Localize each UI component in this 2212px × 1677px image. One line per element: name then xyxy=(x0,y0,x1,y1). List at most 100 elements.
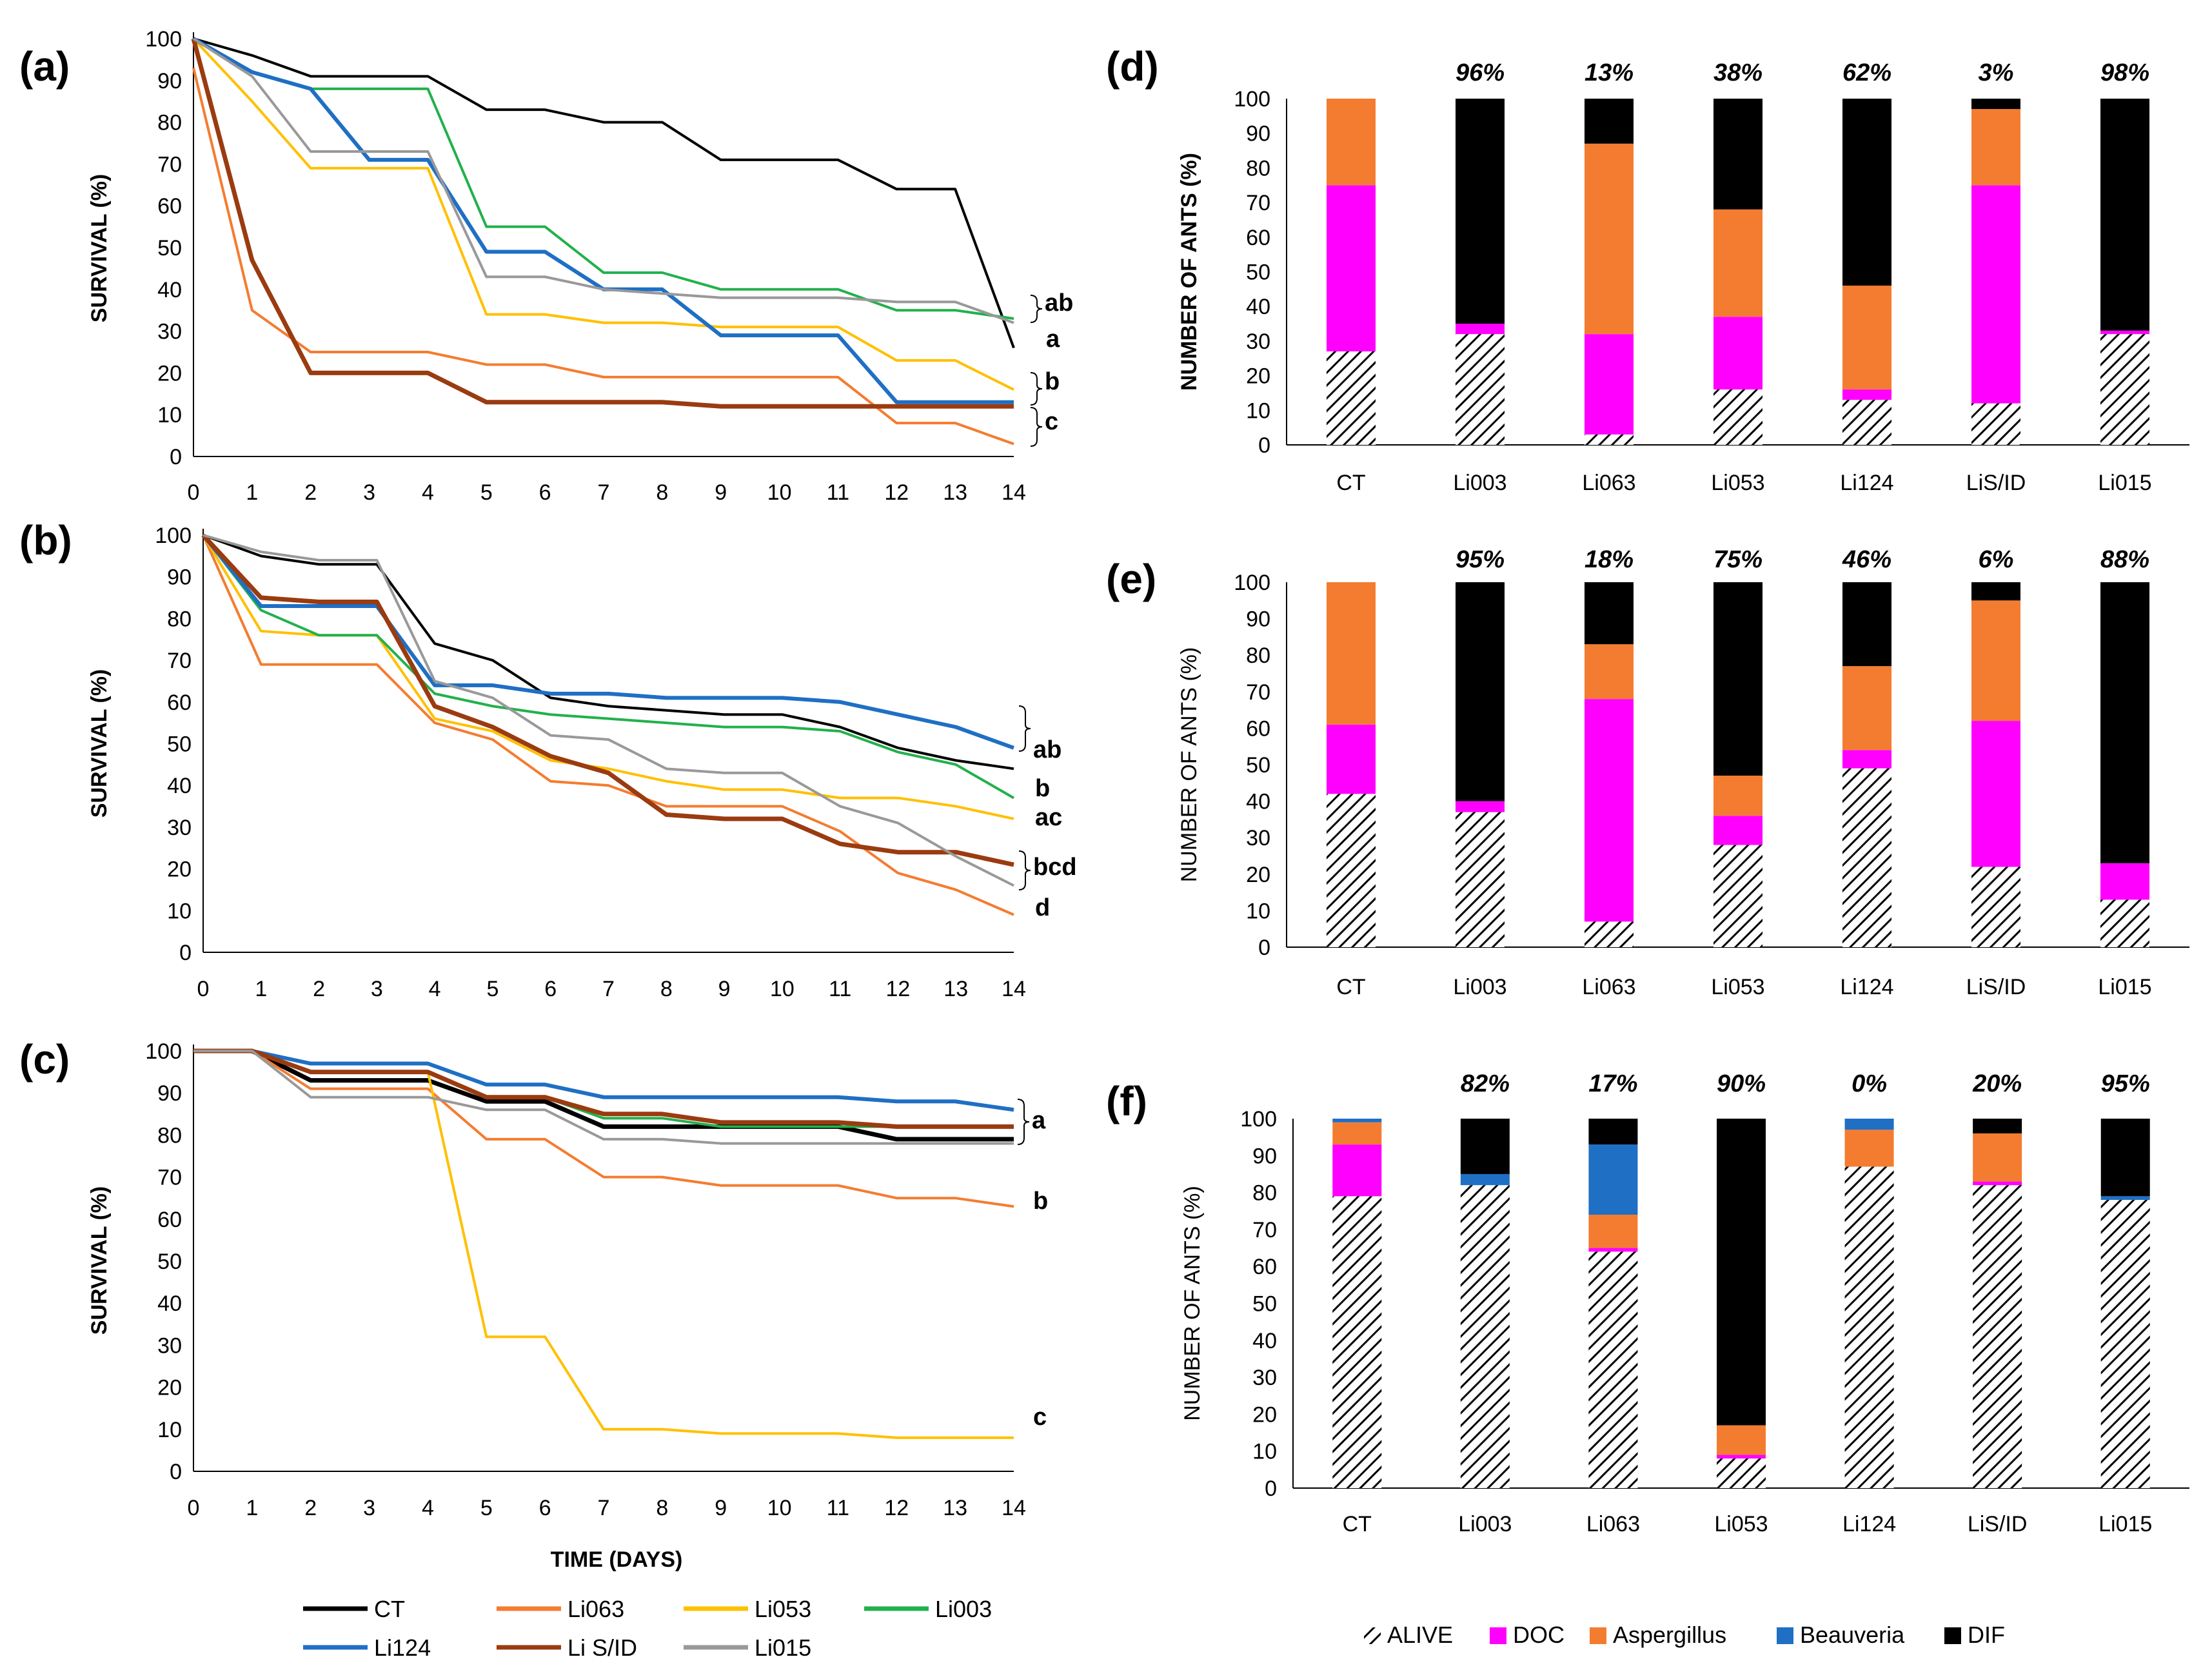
bar-top-percent: 6% xyxy=(1979,546,2014,573)
bar-chart-0: (d) 0 10 20 30 40 50 60 70 80 90 100 NUMBER OF ANTS … xyxy=(1106,43,2189,495)
y-tick-label: 70 xyxy=(1252,1218,1277,1242)
y-tick-label: 100 xyxy=(1240,1107,1277,1132)
bar-segment-aspergillus xyxy=(1971,109,2020,186)
bar-segment-alive xyxy=(1327,794,1376,947)
legend-line-label: Li124 xyxy=(374,1634,431,1661)
bar-segment-doc xyxy=(1971,721,2020,867)
bar-segment-alive xyxy=(2100,899,2149,947)
y-tick-label: 20 xyxy=(157,1376,182,1400)
significance-letter: b xyxy=(1035,775,1050,802)
bar-top-percent: 13% xyxy=(1585,59,1634,86)
bar-segment-beauveria xyxy=(1844,1119,1894,1130)
bar-segment-alive xyxy=(2100,334,2149,445)
significance-letter: ab xyxy=(1033,736,1062,763)
x-tick-label: 7 xyxy=(598,1496,610,1520)
category-label: Li003 xyxy=(1458,1512,1512,1536)
significance-letter: bcd xyxy=(1033,854,1077,881)
bar-top-percent: 88% xyxy=(2100,546,2149,573)
category-label: Li124 xyxy=(1842,1512,1896,1536)
significance-letter: a xyxy=(1032,1107,1046,1134)
y-tick-label: 90 xyxy=(157,69,182,93)
bar-segment-doc xyxy=(1456,801,1505,812)
x-tick-label: 1 xyxy=(246,480,258,505)
bar-segment-aspergillus xyxy=(1332,1122,1382,1145)
series-line-lisid xyxy=(201,533,1014,867)
y-tick-label: 20 xyxy=(167,858,192,882)
y-tick-label: 10 xyxy=(157,403,182,427)
x-tick-label: 3 xyxy=(363,480,375,505)
bar-segment-aspergillus xyxy=(1327,582,1376,725)
bar-top-percent: 96% xyxy=(1456,59,1505,86)
category-label: CT xyxy=(1336,975,1365,999)
x-tick-label: 12 xyxy=(884,1496,909,1520)
bar-segment-alive xyxy=(1456,812,1505,947)
y-tick-label: 100 xyxy=(145,1039,182,1064)
series-line-li003 xyxy=(193,37,1014,320)
x-tick-label: 14 xyxy=(1002,480,1026,505)
bar-legend: ALIVE DOC Aspergillus Beauveria DIF xyxy=(1364,1622,2005,1648)
x-tick-label: 13 xyxy=(943,1496,967,1520)
bar-segment-dif xyxy=(1585,582,1634,645)
x-tick-label: 6 xyxy=(544,977,557,1001)
category-label: Li053 xyxy=(1714,1512,1768,1536)
series-line-li015 xyxy=(193,1050,1014,1145)
legend-line-label: Li S/ID xyxy=(568,1634,637,1661)
bar-segment-aspergillus xyxy=(1588,1214,1638,1248)
significance-brace xyxy=(1030,407,1043,447)
bar-segment-alive xyxy=(1973,1185,2022,1488)
y-tick-label: 50 xyxy=(1246,753,1270,778)
legend-bar-label: DOC xyxy=(1513,1622,1565,1648)
legend-line-label: Li015 xyxy=(755,1634,811,1661)
bar-segment-aspergillus xyxy=(1842,666,1891,750)
x-tick-label: 13 xyxy=(943,480,967,505)
y-tick-label: 40 xyxy=(1246,295,1270,319)
bar-segment-alive xyxy=(1456,334,1505,445)
x-tick-label: 9 xyxy=(715,1496,727,1520)
bar-segment-doc xyxy=(2100,330,2149,335)
significance-brace xyxy=(1018,850,1031,890)
series-line-li124 xyxy=(192,37,1014,404)
y-tick-label: 60 xyxy=(1252,1255,1277,1279)
legend-line-label: Li053 xyxy=(755,1596,811,1622)
bar-segment-aspergillus xyxy=(1844,1130,1894,1167)
bar-segment-alive xyxy=(1460,1185,1510,1488)
bar-segment-beauveria xyxy=(1332,1119,1382,1123)
y-tick-label: 40 xyxy=(1246,790,1270,814)
y-tick-label: 100 xyxy=(145,27,182,52)
y-tick-label: 30 xyxy=(1252,1366,1277,1390)
legend-bar-swatch xyxy=(1777,1627,1793,1644)
bar-segment-doc xyxy=(1713,816,1763,845)
significance-letter: c xyxy=(1033,1404,1047,1431)
bar-segment-dif xyxy=(1460,1119,1510,1174)
x-tick-label: 10 xyxy=(767,480,792,505)
bar-segment-dif xyxy=(1456,582,1505,801)
bar-top-percent: 0% xyxy=(1852,1070,1887,1097)
y-axis-label: NUMBER OF ANTS (%) xyxy=(1177,153,1201,391)
significance-brace xyxy=(1030,372,1043,406)
y-tick-label: 70 xyxy=(1246,191,1270,215)
significance-letter: b xyxy=(1033,1188,1048,1215)
bar-segment-alive xyxy=(1717,1458,1766,1488)
category-label: Li063 xyxy=(1582,975,1635,999)
bar-segment-dif xyxy=(2100,1119,2150,1197)
x-tick-label: 7 xyxy=(598,480,610,505)
legend-line-label: Li003 xyxy=(935,1596,992,1622)
bar-segment-dif xyxy=(2100,582,2149,863)
y-tick-label: 70 xyxy=(167,649,192,673)
y-tick-label: 50 xyxy=(157,1250,182,1274)
bar-segment-doc xyxy=(1327,724,1376,794)
bar-segment-dif xyxy=(1842,582,1891,667)
significance-letter: d xyxy=(1035,894,1050,921)
x-tick-label: 10 xyxy=(770,977,795,1001)
y-tick-label: 70 xyxy=(1246,680,1270,705)
y-tick-label: 90 xyxy=(167,565,192,590)
bar-segment-doc xyxy=(2100,863,2149,900)
category-label: Li053 xyxy=(1711,975,1764,999)
series-line-ct xyxy=(193,1048,1014,1142)
panel-label: (d) xyxy=(1106,43,1159,90)
bar-segment-doc xyxy=(1971,185,2020,404)
bar-segment-aspergillus xyxy=(1585,644,1634,700)
y-tick-label: 60 xyxy=(1246,716,1270,741)
bar-top-percent: 95% xyxy=(2101,1070,2150,1097)
category-label: Li063 xyxy=(1586,1512,1640,1536)
